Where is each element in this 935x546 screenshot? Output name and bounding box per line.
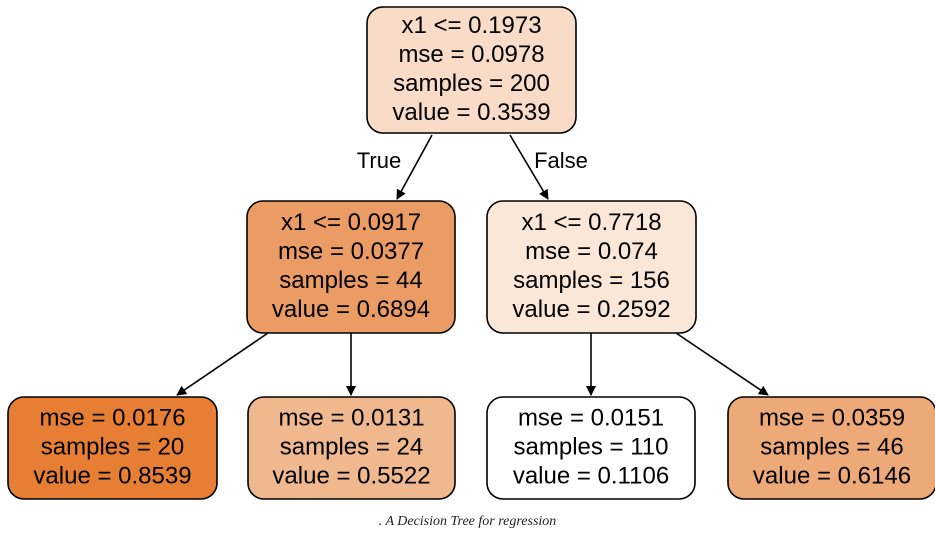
node-line: mse = 0.0176 (39, 404, 185, 431)
node-line: x1 <= 0.7718 (521, 209, 661, 236)
node-line: mse = 0.0978 (398, 41, 544, 68)
node-line: samples = 156 (513, 267, 670, 294)
node-line: value = 0.1106 (513, 462, 669, 489)
figure-caption: . A Decision Tree for regression (378, 514, 557, 529)
node-line: samples = 44 (279, 267, 422, 294)
edge-root-right (509, 134, 549, 200)
node-line: mse = 0.074 (525, 238, 658, 265)
node-box (247, 396, 456, 500)
node-line: value = 0.3539 (392, 99, 550, 126)
node-line: value = 0.6894 (272, 296, 430, 323)
edge-root-left (396, 134, 433, 200)
node-line: value = 0.5522 (272, 462, 430, 489)
node-line: mse = 0.0151 (518, 404, 664, 431)
node-box (486, 396, 696, 500)
node-box (7, 396, 218, 500)
node-box (486, 200, 697, 334)
node-line: value = 0.6146 (753, 462, 911, 489)
node-line: mse = 0.0359 (759, 404, 905, 431)
edge-left-leaf1 (176, 332, 269, 396)
edge-label-true: True (357, 148, 401, 173)
edges-layer: True False (176, 134, 769, 396)
node-line: mse = 0.0131 (278, 404, 424, 431)
node-line: x1 <= 0.0917 (281, 209, 421, 236)
node-line: samples = 20 (41, 433, 184, 460)
node-line: x1 <= 0.1973 (401, 12, 541, 39)
edge-label-false: False (534, 148, 588, 173)
node-line: value = 0.2592 (512, 296, 670, 323)
node-line: samples = 24 (280, 433, 423, 460)
node-line: samples = 200 (393, 70, 550, 97)
edge-right-leaf4 (675, 332, 769, 396)
node-line: value = 0.8539 (33, 462, 191, 489)
node-box (727, 396, 935, 500)
node-line: mse = 0.0377 (278, 238, 424, 265)
node-box (366, 6, 577, 134)
node-line: samples = 110 (514, 433, 669, 460)
node-line: samples = 46 (760, 433, 903, 460)
node-box (246, 200, 456, 334)
